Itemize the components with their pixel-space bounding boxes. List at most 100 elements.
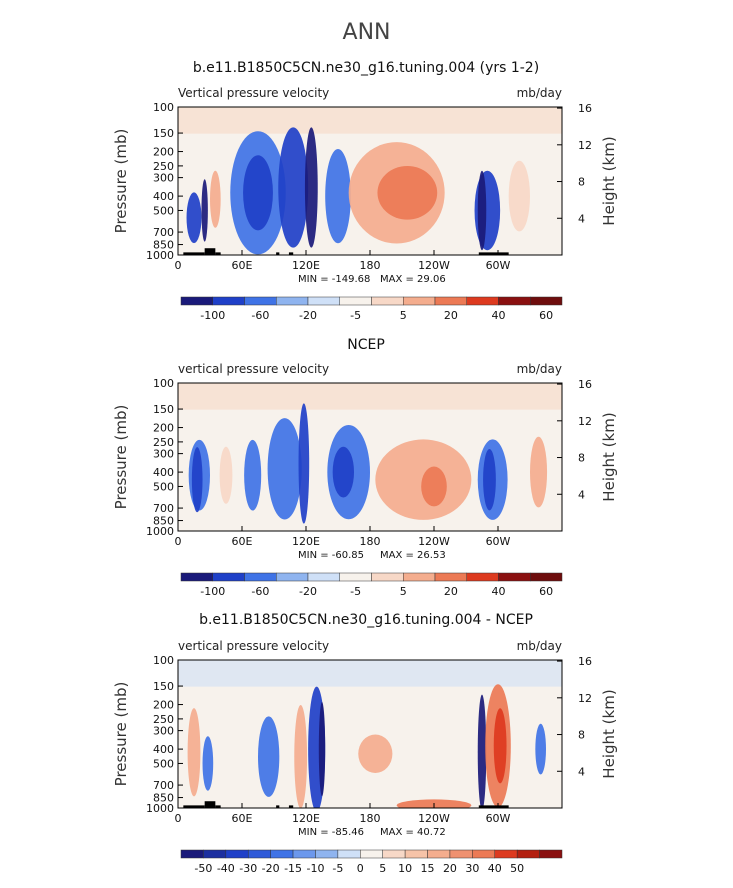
field-blob xyxy=(202,736,214,791)
colorbar-label: -20 xyxy=(299,309,317,322)
colorbar-label: 30 xyxy=(465,862,479,875)
y-tick-label: 850 xyxy=(153,792,174,805)
field-blob xyxy=(210,170,221,228)
colorbar-box xyxy=(539,849,563,859)
max-label: MAX = 29.06 xyxy=(380,274,446,285)
field-blob xyxy=(318,701,326,797)
x-tick-label: 120E xyxy=(292,535,320,548)
colorbar-label: 5 xyxy=(379,862,386,875)
heatmap-area xyxy=(178,383,562,531)
y-tick-label: 300 xyxy=(153,172,174,185)
y-tick-label: 500 xyxy=(153,204,174,217)
colorbar-box xyxy=(244,296,277,306)
colorbar-label: -5 xyxy=(350,309,361,322)
y-axis-title-right: Height (km) xyxy=(600,689,618,778)
field-blob xyxy=(294,704,308,808)
y-axis-title-right: Height (km) xyxy=(600,136,618,225)
field-blob xyxy=(244,439,262,511)
x-tick-label: 180 xyxy=(360,812,381,825)
x-tick-label: 0 xyxy=(175,535,182,548)
field-blob xyxy=(304,127,318,248)
min-label: MIN = -149.68 xyxy=(298,274,370,285)
height-tick-label: 8 xyxy=(578,176,585,189)
field-blob xyxy=(219,446,233,504)
colorbar-label: 40 xyxy=(492,585,506,598)
units-label: mb/day xyxy=(517,362,562,376)
panel-3: b.e11.B1850C5CN.ne30_g16.tuning.004 - NC… xyxy=(112,612,618,875)
topography-block xyxy=(215,805,221,808)
colorbar-box xyxy=(498,572,531,582)
x-tick-label: 0 xyxy=(175,259,182,272)
colorbar-label: 15 xyxy=(421,862,435,875)
y-axis-title-right: Height (km) xyxy=(600,412,618,501)
topography-block xyxy=(288,805,294,808)
field-blob xyxy=(186,192,202,244)
panel-title: NCEP xyxy=(347,337,385,353)
colorbar-label: 40 xyxy=(492,309,506,322)
y-tick-label: 300 xyxy=(153,448,174,461)
colorbar-box xyxy=(403,296,436,306)
field-blob xyxy=(258,716,280,797)
variable-label: Vertical pressure velocity xyxy=(178,86,329,100)
colorbar-box xyxy=(466,296,499,306)
colorbar-box xyxy=(244,572,277,582)
field-blob xyxy=(243,155,273,231)
topography-block xyxy=(183,805,205,808)
colorbar-box xyxy=(276,572,309,582)
field-blob xyxy=(267,418,302,520)
colorbar-box xyxy=(212,296,245,306)
colorbar-box xyxy=(371,572,404,582)
panel-title: b.e11.B1850C5CN.ne30_g16.tuning.004 - NC… xyxy=(199,612,533,628)
colorbar-label: -5 xyxy=(350,585,361,598)
x-tick-label: 60W xyxy=(486,535,511,548)
height-tick-label: 4 xyxy=(578,212,585,225)
y-axis-title: Pressure (mb) xyxy=(112,682,130,787)
colorbar-box xyxy=(472,849,496,859)
field-blob xyxy=(483,448,496,511)
y-tick-label: 150 xyxy=(153,403,174,416)
colorbar-box xyxy=(530,572,563,582)
field-blob xyxy=(377,165,438,220)
x-tick-label: 60W xyxy=(486,812,511,825)
field-blob xyxy=(325,148,351,244)
x-tick-label: 60E xyxy=(232,812,253,825)
field-blob xyxy=(278,127,309,248)
colorbar-box xyxy=(339,296,372,306)
x-tick-label: 120W xyxy=(418,259,450,272)
field-blob xyxy=(493,708,507,784)
colorbar-box xyxy=(212,572,245,582)
y-tick-label: 250 xyxy=(153,436,174,449)
heatmap-area xyxy=(178,107,562,255)
y-tick-label: 100 xyxy=(153,654,174,667)
colorbar-label: 60 xyxy=(539,585,553,598)
upper-band xyxy=(178,383,562,410)
y-tick-label: 850 xyxy=(153,239,174,252)
y-tick-label: 150 xyxy=(153,127,174,140)
height-tick-label: 16 xyxy=(578,655,592,668)
colorbar-box xyxy=(307,296,340,306)
colorbar-label: -100 xyxy=(200,309,225,322)
y-tick-label: 150 xyxy=(153,680,174,693)
colorbar-box xyxy=(404,849,428,859)
topography-block xyxy=(478,805,509,808)
colorbar-box xyxy=(339,572,372,582)
colorbar-box xyxy=(203,849,227,859)
y-tick-label: 400 xyxy=(153,190,174,203)
colorbar-box xyxy=(434,572,467,582)
colorbar-label: -60 xyxy=(251,585,269,598)
max-label: MAX = 40.72 xyxy=(380,827,446,838)
colorbar-label: 40 xyxy=(488,862,502,875)
max-label: MAX = 26.53 xyxy=(380,550,446,561)
topography-block xyxy=(276,252,280,255)
height-tick-label: 16 xyxy=(578,378,592,391)
colorbar-label: 10 xyxy=(398,862,412,875)
field-blob xyxy=(332,446,355,498)
colorbar-label: 20 xyxy=(443,862,457,875)
x-tick-label: 180 xyxy=(360,259,381,272)
height-tick-label: 8 xyxy=(578,729,585,742)
variable-label: vertical pressure velocity xyxy=(178,639,329,653)
colorbar-label: -15 xyxy=(284,862,302,875)
y-tick-label: 250 xyxy=(153,160,174,173)
colorbar-label: -20 xyxy=(299,585,317,598)
height-tick-label: 4 xyxy=(578,488,585,501)
